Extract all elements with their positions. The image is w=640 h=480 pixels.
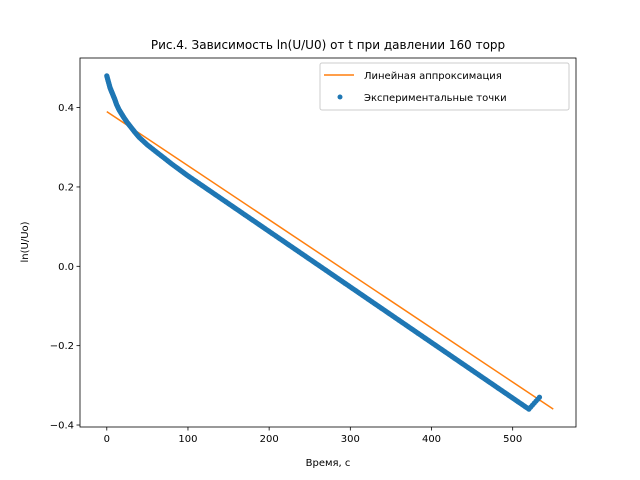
legend-entry-linear-fit: Линейная аппроксимация (364, 71, 502, 82)
y-tick-label: 0.2 (58, 182, 74, 193)
x-tick-label: 0 (104, 434, 110, 445)
data-point (536, 394, 543, 400)
y-tick-label: −0.4 (50, 421, 74, 432)
legend-entry-experimental-points: Экспериментальные точки (364, 93, 507, 104)
x-tick-label: 200 (260, 434, 279, 445)
chart-title: Рис.4. Зависимость ln(U/U0) от t при дав… (151, 38, 505, 52)
y-tick-label: −0.2 (50, 341, 74, 352)
x-tick-label: 300 (341, 434, 360, 445)
legend: Линейная аппроксимация Экспериментальные… (319, 62, 570, 111)
y-tick-label: 0.0 (58, 262, 74, 273)
x-axis-label: Время, с (306, 458, 351, 469)
y-axis-label: ln(U/Uo) (20, 221, 31, 262)
x-axis-ticks: 0 100 200 300 400 500 (104, 427, 522, 445)
x-tick-label: 100 (178, 434, 197, 445)
y-axis-ticks: −0.4 −0.2 0.0 0.2 0.4 (50, 103, 80, 432)
legend-dot-swatch (337, 94, 343, 100)
y-tick-label: 0.4 (58, 103, 74, 114)
plot-area (79, 57, 577, 428)
x-tick-label: 400 (422, 434, 441, 445)
legend-box (319, 62, 570, 111)
x-tick-label: 500 (503, 434, 522, 445)
marks-layer (104, 73, 554, 412)
axes-frame (79, 57, 577, 428)
linear-fit-line (106, 110, 554, 410)
